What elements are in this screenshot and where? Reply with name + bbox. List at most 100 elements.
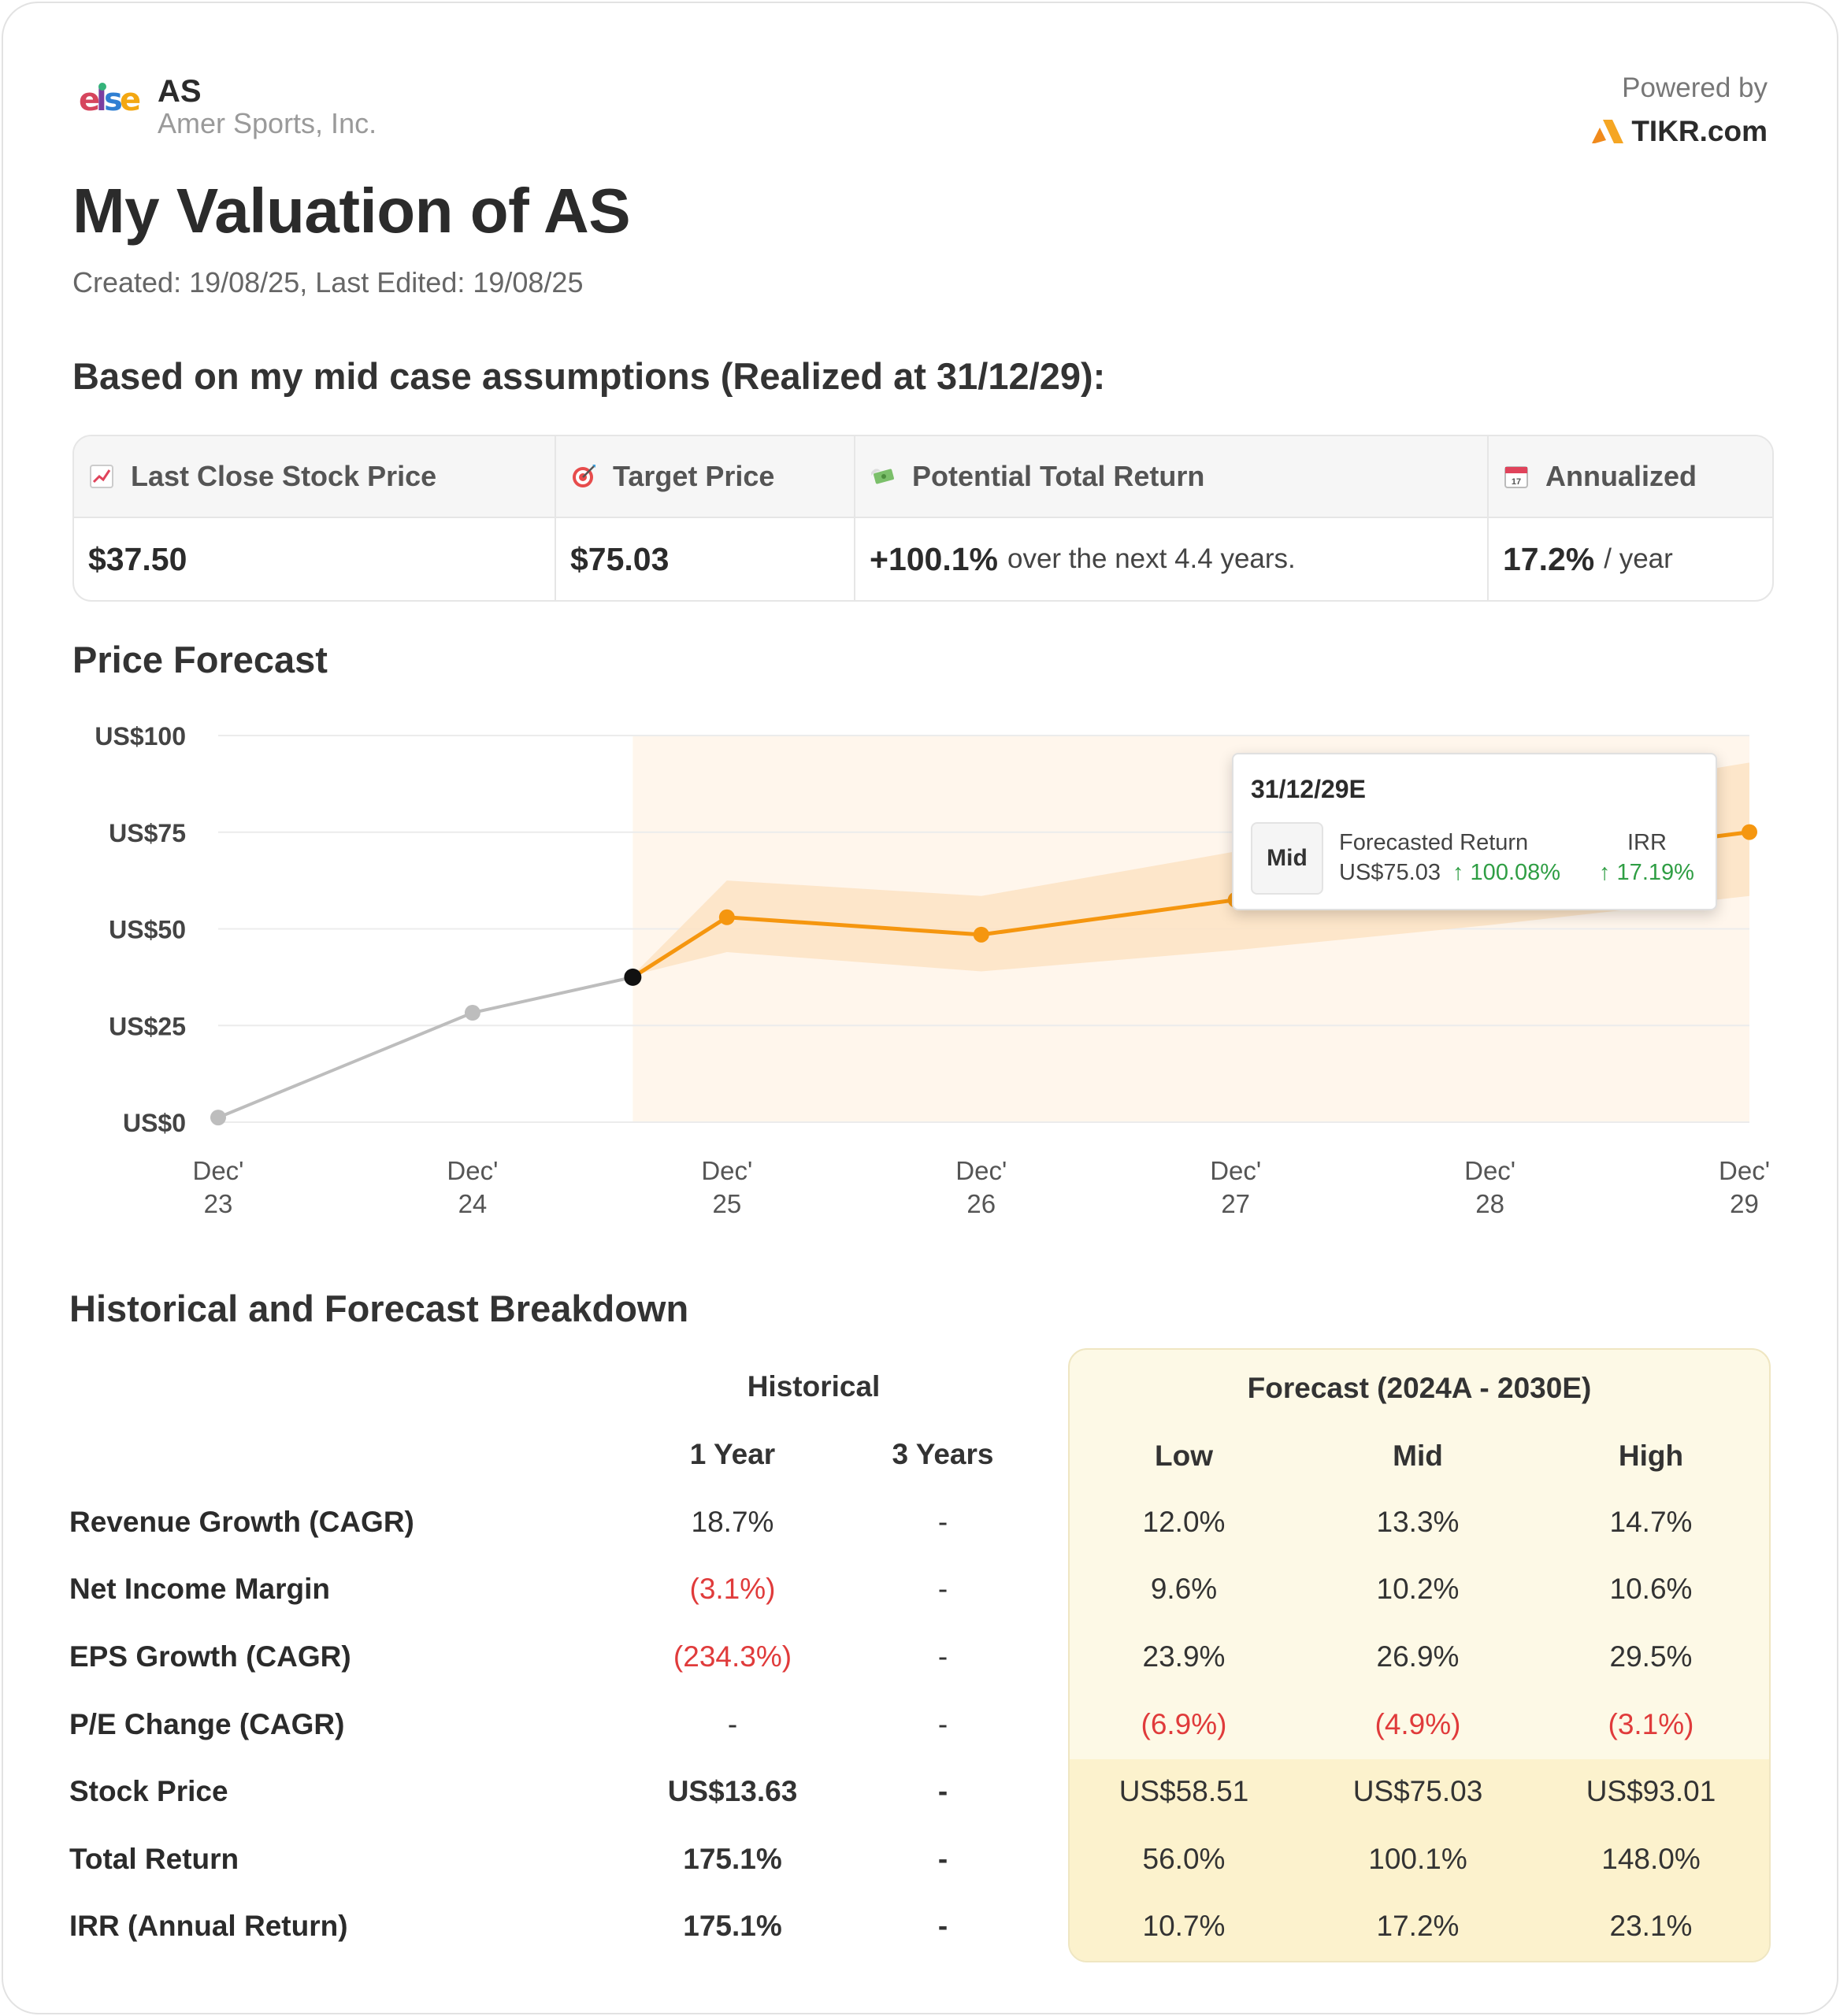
chart-increasing-icon xyxy=(88,463,115,490)
else-logo-icon: e l s e xyxy=(79,76,141,123)
historical-point[interactable] xyxy=(210,1110,226,1126)
company-name: Amer Sports, Inc. xyxy=(158,107,377,139)
price-forecast-heading: Price Forecast xyxy=(72,639,328,680)
table-cell: (3.1%) xyxy=(689,1573,776,1605)
tooltip-price: US$75.03 xyxy=(1339,860,1441,885)
tooltip-return-label: Forecasted Return xyxy=(1339,830,1529,855)
table-cell: - xyxy=(937,1640,948,1673)
tikr-link[interactable]: TIKR.com xyxy=(1631,115,1768,147)
row-label: P/E Change (CAGR) xyxy=(69,1708,345,1740)
x-tick-label: Dec' xyxy=(193,1156,244,1185)
table-cell: 10.7% xyxy=(1142,1910,1226,1942)
y-axis: US$100 US$75 US$50 US$25 US$0 xyxy=(95,722,186,1137)
table-cell: 10.6% xyxy=(1609,1573,1693,1605)
summary-table: Last Close Stock Price $37.50 Target Pri… xyxy=(72,435,1774,602)
y-tick-label: US$100 xyxy=(95,722,186,750)
table-cell: (6.9%) xyxy=(1141,1708,1227,1740)
table-cell: 23.1% xyxy=(1609,1910,1693,1942)
table-cell: US$58.51 xyxy=(1118,1775,1249,1807)
historical-header: Historical xyxy=(747,1370,881,1403)
table-cell: 100.1% xyxy=(1368,1843,1467,1875)
row-label: Net Income Margin xyxy=(69,1573,330,1605)
page-title: My Valuation of AS xyxy=(72,176,631,246)
y-tick-label: US$50 xyxy=(109,916,186,944)
tooltip-irr-label: IRR xyxy=(1627,830,1667,855)
x-tick-label: Dec' xyxy=(955,1156,1007,1185)
chart-tooltip: 31/12/29E Mid Forecasted Return US$75.03… xyxy=(1232,753,1717,910)
table-cell: - xyxy=(937,1843,948,1875)
historical-line xyxy=(217,975,633,1119)
powered-by-label: Powered by xyxy=(1622,72,1768,103)
table-cell: 14.7% xyxy=(1609,1506,1693,1538)
table-cell: 18.7% xyxy=(691,1506,774,1538)
x-tick-label: 29 xyxy=(1730,1189,1759,1218)
x-tick-label: 27 xyxy=(1221,1189,1250,1218)
tooltip-return-value: ↑ 100.08% xyxy=(1452,860,1561,885)
table-cell: US$93.01 xyxy=(1586,1775,1716,1807)
table-cell: 29.5% xyxy=(1609,1640,1693,1673)
summary-value: $75.03 xyxy=(570,540,670,577)
current-price-point[interactable] xyxy=(624,968,642,986)
table-cell: - xyxy=(727,1708,738,1740)
historical-point[interactable] xyxy=(464,1005,480,1021)
table-cell: 148.0% xyxy=(1601,1843,1701,1875)
tooltip-irr-value: ↑ 17.19% xyxy=(1599,860,1694,885)
forecast-header: Forecast (2024A - 2030E) xyxy=(1247,1372,1592,1404)
y-tick-label: US$0 xyxy=(123,1109,186,1137)
money-wings-icon xyxy=(870,463,896,490)
row-label: Stock Price xyxy=(69,1775,228,1807)
summary-value: $37.50 xyxy=(88,540,187,577)
table-cell: 13.3% xyxy=(1376,1506,1460,1538)
summary-value: +100.1% over the next 4.4 years. xyxy=(870,540,1296,577)
x-tick-label: Dec' xyxy=(1210,1156,1261,1185)
table-cell: - xyxy=(937,1506,948,1538)
summary-col-return: Potential Total Return +100.1% over the … xyxy=(855,436,1489,600)
forecast-point[interactable] xyxy=(1742,824,1757,840)
column-header: 1 Year xyxy=(689,1438,776,1470)
forecast-point[interactable] xyxy=(718,909,735,925)
summary-value: 17.2% / year xyxy=(1503,540,1673,577)
table-cell: 26.9% xyxy=(1376,1640,1460,1673)
column-header: High xyxy=(1618,1440,1684,1472)
table-cell: 56.0% xyxy=(1142,1843,1226,1875)
table-cell: US$13.63 xyxy=(667,1775,798,1807)
ticker-symbol: AS xyxy=(158,74,202,109)
table-cell: 17.2% xyxy=(1376,1910,1460,1942)
y-tick-label: US$75 xyxy=(109,819,186,847)
table-cell: - xyxy=(937,1910,948,1942)
forecast-point[interactable] xyxy=(973,926,989,943)
logo-dot-icon xyxy=(98,83,106,91)
column-header: 3 Years xyxy=(892,1438,994,1470)
table-cell: (234.3%) xyxy=(673,1640,792,1673)
table-cell: (3.1%) xyxy=(1608,1708,1694,1740)
summary-col-annualized: 17 Annualized 17.2% / year xyxy=(1489,436,1772,600)
summary-head: Last Close Stock Price xyxy=(74,436,555,518)
table-cell: (4.9%) xyxy=(1374,1708,1461,1740)
x-tick-label: 24 xyxy=(458,1189,488,1218)
x-tick-label: Dec' xyxy=(701,1156,752,1185)
table-cell: 9.6% xyxy=(1150,1573,1218,1605)
x-tick-label: Dec' xyxy=(447,1156,498,1185)
row-label: EPS Growth (CAGR) xyxy=(69,1640,351,1673)
summary-head: Potential Total Return xyxy=(855,436,1487,518)
powered-by[interactable]: Powered by TIKR.com xyxy=(1592,72,1768,148)
x-tick-label: Dec' xyxy=(1464,1156,1515,1185)
row-label: IRR (Annual Return) xyxy=(69,1910,348,1942)
svg-text:17: 17 xyxy=(1512,477,1521,487)
summary-col-last-close: Last Close Stock Price $37.50 xyxy=(74,436,556,600)
x-tick-label: 25 xyxy=(712,1189,741,1218)
calendar-icon: 17 xyxy=(1503,463,1530,490)
table-cell: 23.9% xyxy=(1142,1640,1226,1673)
x-tick-label: Dec' xyxy=(1719,1156,1770,1185)
column-header: Mid xyxy=(1393,1440,1443,1472)
summary-head: 17 Annualized xyxy=(1489,436,1772,518)
table-cell: - xyxy=(937,1775,948,1807)
forecast-panel xyxy=(1068,1348,1771,1962)
tikr-brand[interactable]: TIKR.com xyxy=(1592,115,1768,148)
table-cell: 175.1% xyxy=(683,1843,782,1875)
tooltip-scenario-badge: Mid xyxy=(1251,822,1323,895)
table-cell: - xyxy=(937,1708,948,1740)
table-cell: US$75.03 xyxy=(1352,1775,1483,1807)
tikr-logo-icon xyxy=(1592,120,1624,143)
row-label: Revenue Growth (CAGR) xyxy=(69,1506,414,1538)
